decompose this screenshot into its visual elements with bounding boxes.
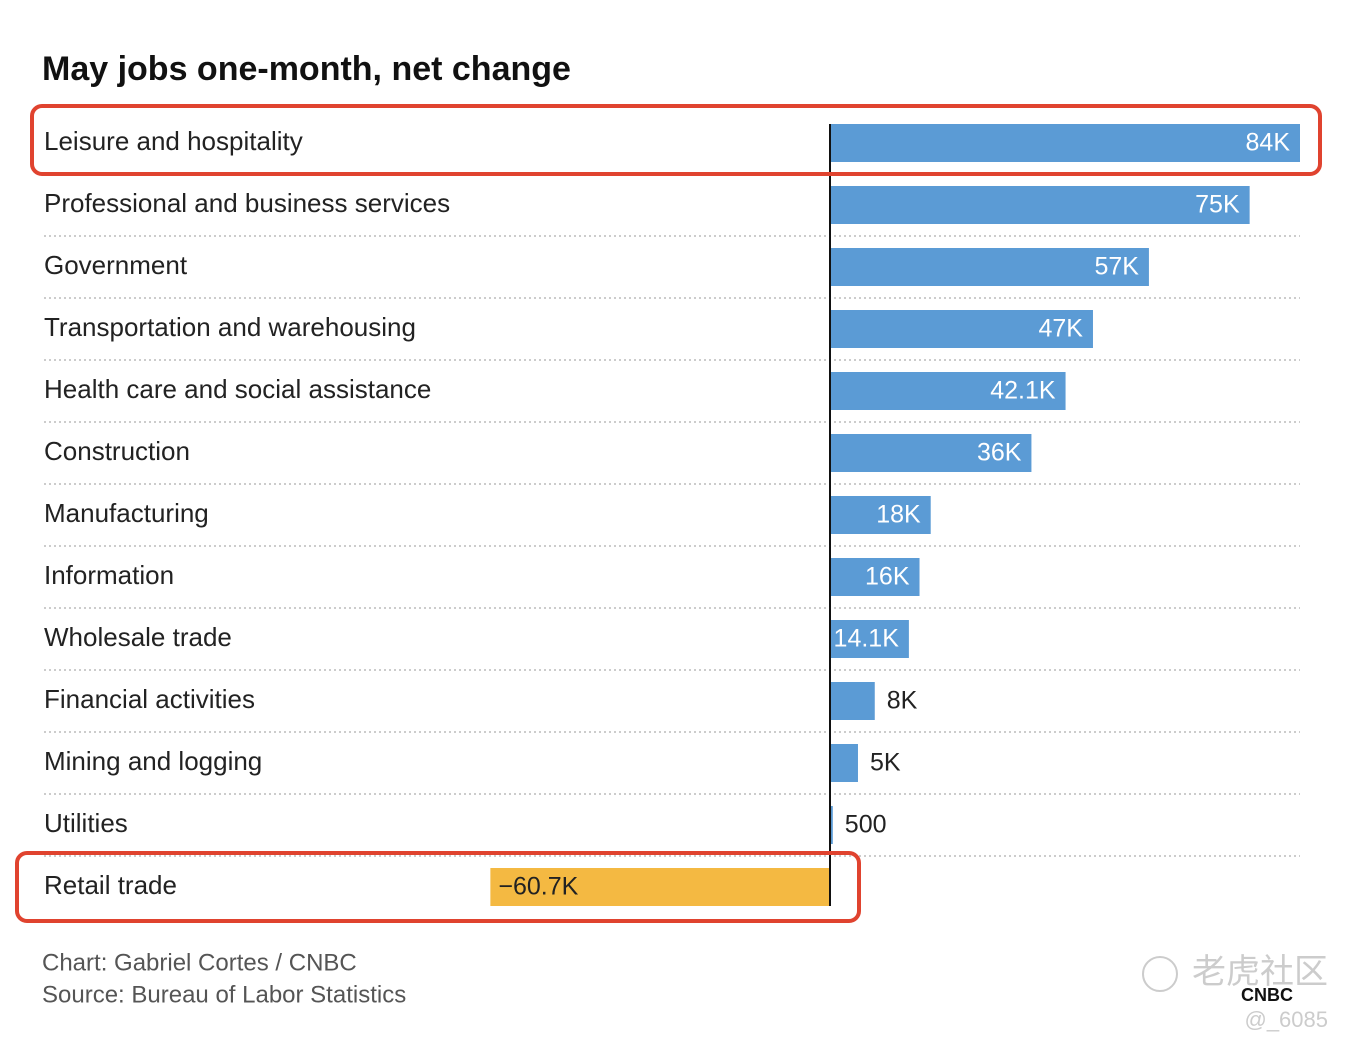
value-label: 84K [1246, 129, 1291, 157]
highlight-box [15, 851, 861, 923]
bar [830, 496, 931, 534]
credit: Chart: Gabriel Cortes / CNBC [42, 949, 357, 976]
category-label: Retail trade [44, 870, 177, 900]
chart-title: May jobs one-month, net change [42, 50, 571, 88]
source: Source: Bureau of Labor Statistics [42, 981, 406, 1008]
value-label: 8K [887, 687, 918, 715]
value-label: 14.1K [834, 625, 900, 653]
value-label: 18K [876, 501, 921, 529]
highlight-box [30, 104, 1322, 176]
value-label: 42.1K [990, 377, 1056, 405]
bar [830, 682, 875, 720]
bar [830, 310, 1093, 348]
bar [830, 806, 833, 844]
logo: CNBC [1241, 985, 1293, 1005]
value-label: 57K [1094, 253, 1139, 281]
category-label: Construction [44, 436, 190, 466]
category-label: Transportation and warehousing [44, 312, 416, 342]
bar [830, 124, 1300, 162]
value-label: 500 [845, 811, 887, 839]
category-label: Leisure and hospitality [44, 126, 303, 156]
category-label: Manufacturing [44, 498, 209, 528]
category-label: Government [44, 250, 188, 280]
bar [830, 186, 1250, 224]
value-label: −60.7K [498, 873, 578, 901]
category-label: Health care and social assistance [44, 374, 431, 404]
category-label: Financial activities [44, 684, 255, 714]
value-label: 75K [1195, 191, 1240, 219]
bar [830, 434, 1032, 472]
value-label: 36K [977, 439, 1022, 467]
rows: Leisure and hospitality 84K Professional a… [44, 124, 1300, 906]
bar [830, 620, 909, 658]
bar [830, 372, 1066, 410]
watermark-icon [1142, 956, 1178, 992]
category-label: Information [44, 560, 174, 590]
watermark: 老虎社区 [1192, 953, 1328, 991]
bar [830, 558, 920, 596]
category-label: Wholesale trade [44, 622, 232, 652]
watermark-handle: @_6085 [1244, 1007, 1328, 1032]
category-label: Mining and logging [44, 746, 262, 776]
value-label: 5K [870, 749, 901, 777]
category-label: Utilities [44, 808, 128, 838]
bar [830, 248, 1149, 286]
value-label: 47K [1038, 315, 1083, 343]
value-label: 16K [865, 563, 910, 591]
bar [490, 868, 830, 906]
category-label: Professional and business services [44, 188, 450, 218]
bar [830, 744, 858, 782]
